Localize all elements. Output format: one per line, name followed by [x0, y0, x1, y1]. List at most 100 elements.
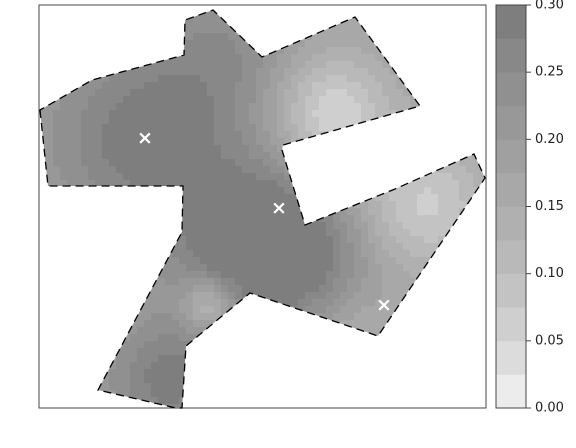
heatmap-cell [235, 187, 243, 195]
heatmap-cell [291, 236, 299, 244]
heatmap-cell [368, 110, 376, 118]
heatmap-cell [403, 264, 411, 272]
heatmap-cell [382, 96, 390, 104]
heatmap-cell [347, 222, 355, 230]
heatmap-cell [193, 26, 201, 34]
heatmap-cell [424, 236, 432, 244]
heatmap-cell [207, 320, 215, 328]
heatmap-cell [130, 138, 138, 146]
heatmap-cell [74, 131, 82, 139]
heatmap-cell [207, 26, 215, 34]
heatmap-cell [193, 103, 201, 111]
heatmap-cell [200, 75, 208, 83]
heatmap-cell [179, 278, 187, 286]
heatmap-cell [291, 292, 299, 300]
heatmap-cell [389, 208, 397, 216]
heatmap-cell [200, 33, 208, 41]
heatmap-cell [144, 320, 152, 328]
heatmap-cell [172, 89, 180, 97]
heatmap-cell [221, 103, 229, 111]
heatmap-cell [130, 355, 138, 363]
heatmap-cell [291, 96, 299, 104]
heatmap-cell [102, 110, 110, 118]
heatmap-cell [116, 89, 124, 97]
heatmap-cell [354, 411, 362, 419]
heatmap-cell [270, 180, 278, 188]
heatmap-cell [277, 68, 285, 76]
heatmap-cell [256, 82, 264, 90]
heatmap-cell [193, 327, 201, 335]
heatmap-cell [235, 271, 243, 279]
heatmap-cell [228, 222, 236, 230]
heatmap-cell [102, 180, 110, 188]
heatmap-cell [172, 271, 180, 279]
heatmap-cell [88, 138, 96, 146]
heatmap-cell [347, 236, 355, 244]
heatmap-cell [207, 299, 215, 307]
heatmap-cell [235, 208, 243, 216]
heatmap-cell [249, 117, 257, 125]
heatmap-cell [298, 411, 306, 419]
heatmap-cell [368, 320, 376, 328]
heatmap-cell [165, 145, 173, 153]
heatmap-cell [424, 173, 432, 181]
heatmap-cell [270, 236, 278, 244]
heatmap-cell [326, 250, 334, 258]
heatmap-cell [291, 278, 299, 286]
heatmap-cell [158, 159, 166, 167]
heatmap-cell [396, 243, 404, 251]
heatmap-cell [249, 54, 257, 62]
heatmap-cell [284, 187, 292, 195]
colorbar-tick-label: 0.15 [535, 199, 564, 214]
heatmap-cell [382, 222, 390, 230]
colorbar [496, 5, 526, 409]
heatmap-cell [207, 271, 215, 279]
heatmap-cell [172, 75, 180, 83]
heatmap-cell [207, 187, 215, 195]
heatmap-cell [452, 180, 460, 188]
heatmap-cell [487, 222, 495, 230]
heatmap-cell [228, 26, 236, 34]
heatmap-cell [312, 110, 320, 118]
heatmap-cell [249, 96, 257, 104]
heatmap-cell [368, 264, 376, 272]
heatmap-cell [116, 145, 124, 153]
heatmap-cell [270, 208, 278, 216]
heatmap-cell [277, 264, 285, 272]
heatmap-cell [144, 124, 152, 132]
heatmap-cell [158, 390, 166, 398]
heatmap-cell [487, 68, 495, 76]
heatmap-cell [270, 68, 278, 76]
heatmap-cell [466, 411, 474, 419]
heatmap-cell [270, 138, 278, 146]
heatmap-cell [326, 75, 334, 83]
heatmap-cell [340, 250, 348, 258]
heatmap-cell [144, 145, 152, 153]
heatmap-cell [347, 110, 355, 118]
heatmap-cell [270, 292, 278, 300]
heatmap-cell [242, 201, 250, 209]
heatmap-cell [312, 82, 320, 90]
heatmap-cell [487, 152, 495, 160]
heatmap-cell [158, 278, 166, 286]
heatmap-cell [53, 110, 61, 118]
heatmap-cell [249, 250, 257, 258]
heatmap-cell [382, 257, 390, 265]
heatmap-cell [214, 75, 222, 83]
heatmap-cell [235, 61, 243, 69]
heatmap-cell [200, 96, 208, 104]
heatmap-cell [151, 299, 159, 307]
heatmap-cell [207, 313, 215, 321]
heatmap-cell [291, 75, 299, 83]
heatmap-cell [410, 250, 418, 258]
heatmap-cell [53, 152, 61, 160]
heatmap-cell [179, 159, 187, 167]
heatmap-cell [459, 159, 467, 167]
heatmap-cell [368, 327, 376, 335]
heatmap-cell [207, 194, 215, 202]
heatmap-cell [158, 110, 166, 118]
heatmap-cell [228, 194, 236, 202]
heatmap-cell [193, 124, 201, 132]
heatmap-cell [242, 117, 250, 125]
heatmap-cell [263, 110, 271, 118]
